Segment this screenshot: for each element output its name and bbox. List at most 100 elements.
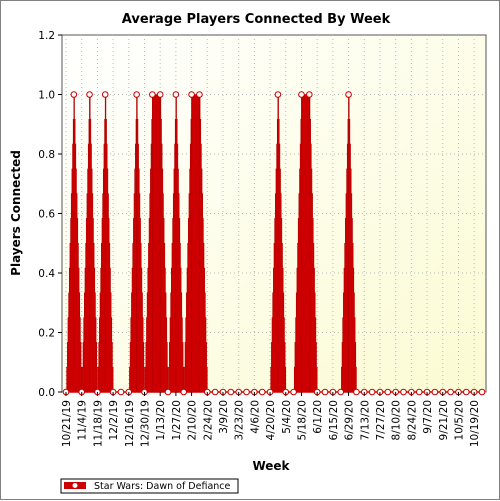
data-point (70, 91, 78, 98)
data-point (274, 91, 282, 98)
series-area-segment (159, 94, 169, 393)
data-point (345, 91, 352, 98)
x-tick-label: 7/27/20 (375, 400, 387, 440)
y-axis: 0.0 0.2 0.4 0.6 0.8 1.0 1.2 (38, 30, 62, 399)
data-point (117, 388, 125, 396)
legend-marker (71, 482, 79, 489)
data-point (172, 91, 180, 98)
x-tick-label: 10/21/19 (61, 400, 73, 447)
data-point (290, 388, 297, 396)
x-tick-label: 1/13/20 (155, 400, 167, 440)
data-point (337, 388, 345, 396)
series-fill (66, 94, 482, 393)
x-tick-label: 8/24/20 (406, 400, 418, 440)
legend-box (60, 478, 239, 494)
x-tick-label: 11/4/19 (77, 400, 89, 440)
series-area-segment (97, 94, 106, 393)
x-tick-label: 8/10/20 (391, 400, 403, 440)
data-point (188, 91, 195, 98)
data-point (211, 388, 219, 396)
x-tick-label: 6/29/20 (344, 400, 356, 440)
data-point (447, 388, 454, 396)
series-area-segment (183, 94, 192, 393)
data-point (368, 388, 376, 396)
x-tick-label: 5/4/20 (281, 400, 293, 434)
y-tick-label: 0.8 (38, 149, 55, 161)
x-tick-label: 4/6/20 (249, 400, 261, 434)
series-area-segment (175, 94, 185, 393)
data-point (431, 388, 439, 396)
data-point (156, 91, 164, 98)
data-point (321, 388, 329, 396)
x-axis: 10/21/19 11/4/19 11/18/19 12/2/19 12/16/19 12… (61, 392, 481, 447)
series-area-segment (301, 94, 310, 393)
y-tick-label: 0.4 (38, 268, 55, 280)
x-tick-label: 12/2/19 (108, 400, 120, 440)
x-tick-label: 2/10/20 (187, 400, 199, 440)
y-tick-label: 1.0 (38, 90, 55, 102)
x-tick-label: 9/7/20 (422, 400, 434, 434)
series-area-segment (191, 94, 200, 393)
series-area-segment (136, 94, 145, 393)
series-area-segment (66, 94, 75, 393)
series-area-segment (152, 94, 161, 393)
series-area-segment (277, 94, 287, 393)
y-tick-label: 0.2 (38, 328, 55, 340)
series-area-segment (73, 94, 82, 393)
data-point (306, 91, 313, 98)
series-area-segment (104, 94, 114, 393)
x-tick-label: 6/1/20 (312, 400, 324, 434)
data-point (196, 91, 203, 98)
x-tick-label: 2/24/20 (202, 400, 214, 440)
data-point (227, 388, 235, 396)
y-tick-label: 0.0 (38, 387, 55, 399)
data-point (164, 388, 172, 396)
data-point (415, 388, 423, 396)
data-point (133, 91, 140, 98)
series-area-segment (348, 94, 357, 393)
x-tick-label: 7/13/20 (359, 400, 371, 440)
series-area-segment (128, 94, 137, 393)
x-axis-title: Week (252, 459, 290, 473)
x-tick-label: 4/20/20 (265, 400, 277, 440)
data-point (384, 388, 392, 396)
x-tick-label: 10/19/20 (469, 400, 481, 447)
x-tick-label: 12/30/19 (139, 400, 151, 447)
y-axis-title: Players Connected (9, 150, 23, 276)
data-point (353, 388, 360, 396)
series-area-segment (168, 94, 177, 393)
legend-label: Star Wars: Dawn of Defiance (94, 481, 231, 492)
data-point (258, 388, 266, 396)
data-point (478, 388, 486, 396)
series-area-segment (293, 94, 302, 393)
series-area-segment (309, 94, 318, 393)
y-tick-label: 1.2 (38, 30, 55, 42)
legend: Star Wars: Dawn of Defiance (60, 478, 239, 494)
x-tick-label: 6/15/20 (328, 400, 340, 440)
series-area-segment (144, 94, 153, 393)
data-point (149, 91, 156, 98)
data-point (86, 91, 93, 98)
x-tick-label: 3/23/20 (234, 400, 246, 440)
series-area-segment (270, 94, 279, 393)
x-tick-label: 10/5/20 (453, 400, 465, 440)
x-tick-label: 5/18/20 (296, 400, 308, 440)
series-area-segment (340, 94, 349, 393)
series-markers (62, 91, 486, 396)
data-point (243, 388, 250, 396)
data-point (101, 91, 109, 98)
chart-title: Average Players Connected By Week (122, 12, 391, 27)
x-tick-label: 1/27/20 (171, 400, 183, 440)
series-area-segment (199, 94, 208, 393)
series-area-segment (89, 94, 98, 393)
data-point (463, 388, 470, 396)
x-tick-label: 9/21/20 (438, 400, 450, 440)
y-tick-label: 0.6 (38, 209, 55, 221)
x-tick-label: 12/16/19 (124, 400, 136, 447)
data-point (400, 388, 407, 396)
series-area-segment (81, 94, 90, 393)
data-point (180, 388, 188, 396)
x-tick-label: 11/18/19 (92, 400, 104, 447)
